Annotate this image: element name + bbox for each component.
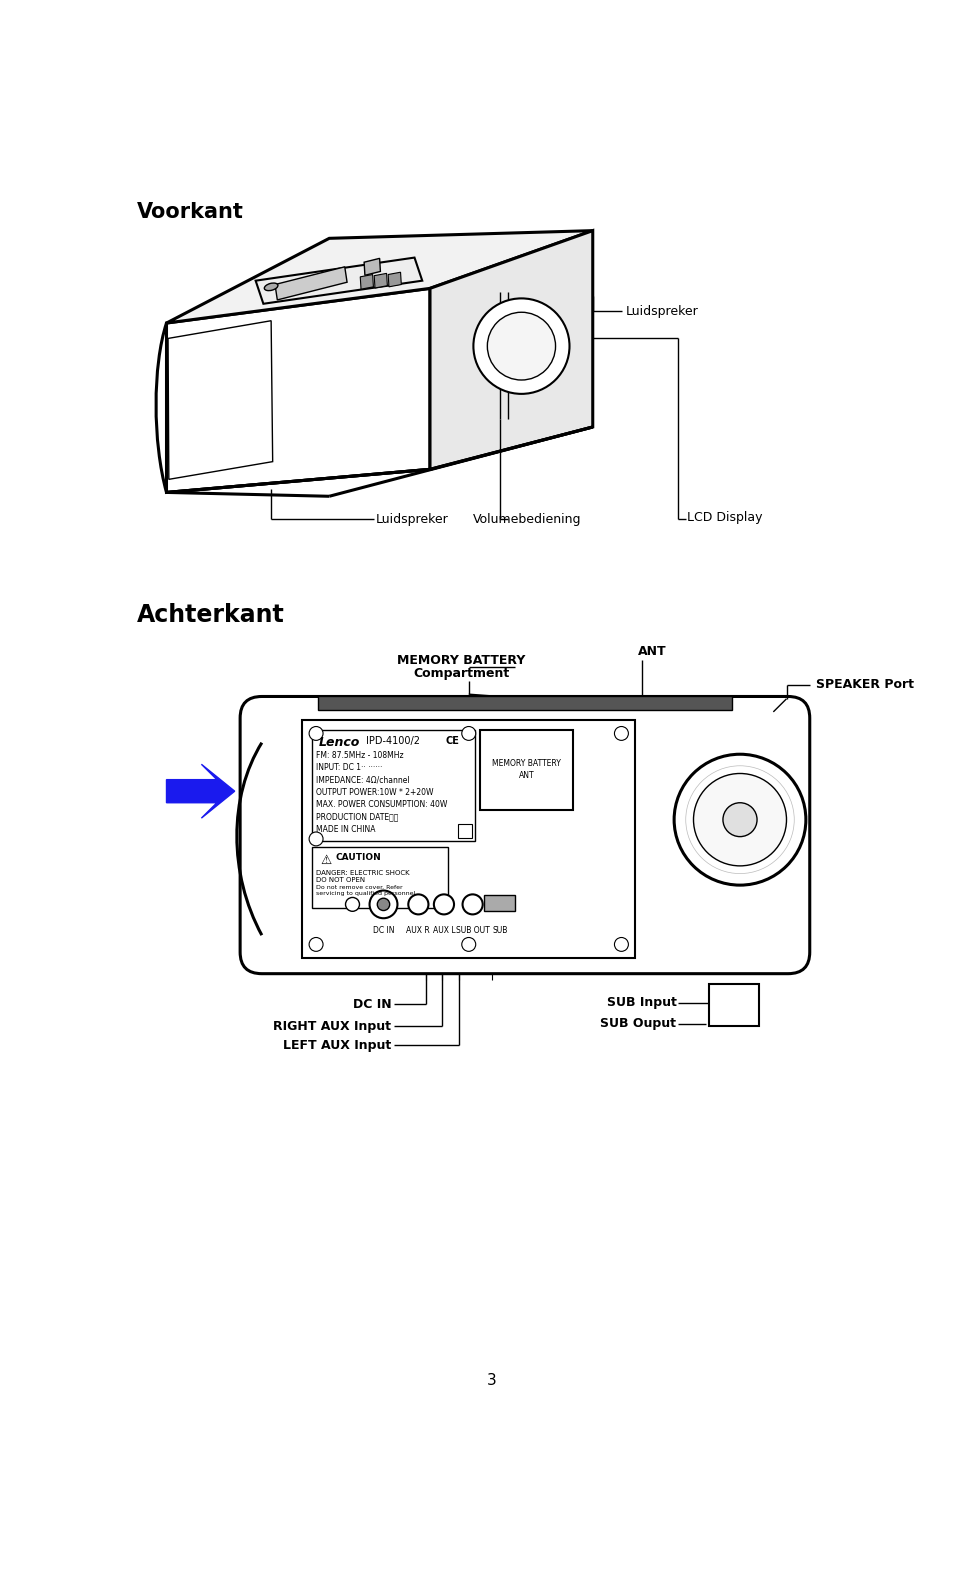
Text: Volumebediening: Volumebediening (472, 513, 581, 526)
Text: Lenco: Lenco (319, 736, 360, 748)
Polygon shape (166, 231, 592, 323)
Text: MEMORY BATTERY: MEMORY BATTERY (396, 654, 525, 667)
Circle shape (463, 894, 483, 915)
Circle shape (346, 897, 359, 912)
Text: FM: 87.5MHz - 108MHz: FM: 87.5MHz - 108MHz (316, 752, 404, 759)
Circle shape (614, 938, 629, 951)
Polygon shape (360, 275, 373, 289)
Circle shape (408, 894, 428, 915)
Circle shape (614, 726, 629, 741)
Text: IPD-4100/2: IPD-4100/2 (367, 736, 420, 745)
Text: INPUT: DC 1·· ······: INPUT: DC 1·· ······ (316, 764, 382, 772)
Text: IMPEDANCE: 4Ω/channel: IMPEDANCE: 4Ω/channel (316, 775, 410, 784)
Text: MAX. POWER CONSUMPTION: 40W: MAX. POWER CONSUMPTION: 40W (316, 800, 447, 810)
Text: SUB Input: SUB Input (607, 996, 677, 1009)
Polygon shape (166, 764, 234, 817)
Circle shape (723, 803, 757, 836)
Text: Voorkant: Voorkant (137, 202, 244, 223)
Polygon shape (430, 231, 592, 469)
Text: LCD Display: LCD Display (687, 511, 763, 524)
Bar (458, 824, 472, 838)
Polygon shape (318, 697, 732, 711)
Text: DC IN: DC IN (372, 926, 395, 935)
Polygon shape (364, 259, 380, 275)
Bar (312, 730, 475, 841)
Text: MEMORY BATTERY: MEMORY BATTERY (492, 759, 562, 767)
Text: ANT: ANT (637, 645, 666, 657)
Text: CE: CE (445, 736, 460, 745)
Circle shape (309, 938, 324, 951)
Text: Luidspreker: Luidspreker (626, 304, 699, 319)
Text: Luidspreker: Luidspreker (375, 513, 448, 526)
Text: LEFT AUX Input: LEFT AUX Input (283, 1039, 392, 1051)
Circle shape (434, 894, 454, 915)
Text: RIGHT AUX Input: RIGHT AUX Input (274, 1020, 392, 1032)
Circle shape (377, 897, 390, 910)
Text: 3: 3 (487, 1373, 497, 1387)
Text: SUB OUT: SUB OUT (456, 926, 490, 935)
Circle shape (488, 312, 556, 380)
Circle shape (309, 832, 324, 846)
Circle shape (462, 726, 476, 741)
Text: ANT: ANT (519, 772, 535, 780)
Bar (302, 720, 636, 959)
Text: SUB: SUB (492, 926, 508, 935)
FancyBboxPatch shape (240, 697, 809, 974)
Text: ⚠: ⚠ (320, 855, 331, 868)
Text: PRODUCTION DATE月日: PRODUCTION DATE月日 (316, 813, 398, 822)
Polygon shape (374, 273, 388, 289)
Text: AUX R: AUX R (406, 926, 430, 935)
Circle shape (462, 938, 476, 951)
Polygon shape (166, 289, 430, 493)
Polygon shape (168, 320, 273, 480)
Text: OUTPUT POWER:10W * 2+20W: OUTPUT POWER:10W * 2+20W (316, 788, 434, 797)
Ellipse shape (264, 282, 278, 290)
Text: SPEAKER Port: SPEAKER Port (816, 678, 914, 692)
Bar (480, 730, 573, 811)
Text: Do not remove cover. Refer
servicing to qualified personnel.: Do not remove cover. Refer servicing to … (316, 885, 418, 896)
Polygon shape (275, 267, 348, 300)
Bar (312, 847, 447, 908)
Polygon shape (388, 271, 401, 287)
Text: Achterkant: Achterkant (137, 602, 285, 626)
Circle shape (473, 298, 569, 394)
Bar (484, 896, 516, 910)
Text: Compartment: Compartment (413, 667, 509, 681)
Text: MADE IN CHINA: MADE IN CHINA (316, 825, 375, 835)
Circle shape (370, 891, 397, 918)
Text: DANGER: ELECTRIC SHOCK
DO NOT OPEN: DANGER: ELECTRIC SHOCK DO NOT OPEN (316, 869, 410, 883)
Text: DC IN: DC IN (352, 998, 392, 1010)
Text: AUX L: AUX L (433, 926, 455, 935)
Circle shape (674, 755, 805, 885)
Text: CAUTION: CAUTION (335, 854, 381, 861)
Bar (709, 984, 759, 1026)
Circle shape (309, 726, 324, 741)
Polygon shape (255, 257, 422, 304)
Text: SUB Ouput: SUB Ouput (600, 1017, 677, 1031)
Circle shape (693, 774, 786, 866)
